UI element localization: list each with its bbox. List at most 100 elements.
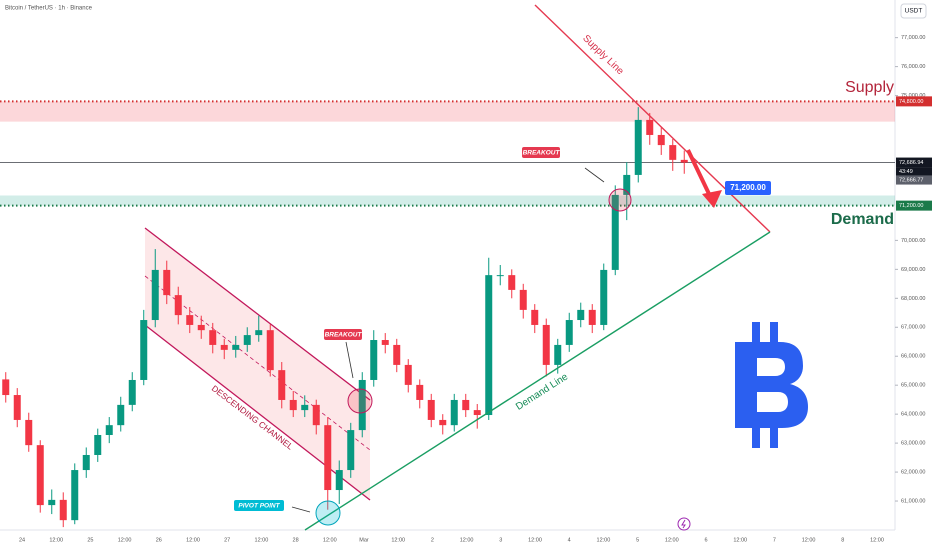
y-tick-label: 63,000.00 (901, 441, 925, 447)
x-tick-label: 3 (499, 537, 502, 543)
countdown: 43:49 (899, 169, 913, 175)
x-tick-label: 5 (636, 537, 639, 543)
x-tick-label: 25 (87, 537, 93, 543)
channel-fill (145, 228, 370, 500)
candle-body (209, 330, 217, 345)
breakout-circle (608, 188, 632, 212)
x-tick-label: 27 (224, 537, 230, 543)
x-tick-label: 12:00 (665, 537, 679, 543)
candle-body (151, 269, 159, 321)
currency-button[interactable] (900, 3, 927, 19)
candle-body (634, 119, 642, 175)
candle-body (657, 134, 665, 146)
target-arrow-head (702, 190, 722, 208)
candle-body (623, 174, 631, 195)
y-tick-label: 66,000.00 (901, 354, 925, 360)
x-tick-label: 2 (431, 537, 434, 543)
y-tick-label: 67,000.00 (901, 325, 925, 331)
candle-body (531, 309, 539, 325)
candle-body (554, 344, 562, 365)
candle-body (243, 335, 251, 345)
candle-body (347, 430, 355, 471)
candle-body (324, 425, 332, 491)
price-badge (896, 157, 932, 168)
candle-body (496, 275, 504, 277)
candle-body (163, 269, 171, 296)
candle-body (140, 320, 148, 380)
event-icon (681, 519, 686, 529)
price-badge-label: 74,800.00 (899, 99, 923, 105)
candle-body (473, 410, 481, 416)
candle-body (278, 370, 286, 400)
target-box (725, 181, 771, 195)
candle-body (646, 119, 654, 135)
x-tick-label: 28 (293, 537, 299, 543)
candle-body (232, 344, 240, 350)
x-tick-label: 12:00 (597, 537, 611, 543)
x-tick-label: 12:00 (323, 537, 337, 543)
countdown-badge (896, 167, 932, 176)
price-badge (896, 175, 932, 185)
x-tick-label: 12:00 (255, 537, 269, 543)
candle-body (13, 395, 21, 420)
candle-body (462, 399, 470, 411)
candle-body (48, 499, 56, 506)
candle-body (519, 289, 527, 310)
candle-body (186, 315, 194, 325)
y-tick-label: 69,000.00 (901, 267, 925, 273)
currency-button-label[interactable]: USDT (905, 8, 923, 15)
candle-body (94, 435, 102, 455)
candle-body (82, 454, 90, 471)
candle-body (197, 324, 205, 331)
channel-upper (144, 227, 371, 401)
y-tick-label: 65,000.00 (901, 383, 925, 389)
candle-body (450, 399, 458, 426)
event-icon (677, 517, 691, 531)
header: Bitcoin / TetherUS · 1h · Binance (5, 6, 93, 12)
x-tick-label: 12:00 (118, 537, 132, 543)
candle-body (255, 330, 263, 336)
x-tick-label: 12:00 (802, 537, 816, 543)
candle-body (508, 275, 516, 290)
target-arrow (686, 149, 712, 197)
supply-zone (0, 101, 895, 122)
candle-body (128, 379, 136, 405)
bitcoin-logo (735, 322, 808, 448)
x-tick-label: 7 (773, 537, 776, 543)
candle-body (335, 470, 343, 491)
x-tick-label: Mar (359, 537, 369, 543)
y-tick-label: 68,000.00 (901, 296, 925, 302)
x-tick-label: 12:00 (49, 537, 63, 543)
candle-body (542, 324, 550, 365)
candle-body (36, 445, 44, 506)
x-tick-label: 12:00 (186, 537, 200, 543)
price-badge-label: 72,666.77 (899, 178, 923, 184)
y-tick-label: 61,000.00 (901, 498, 925, 504)
candle-body (289, 399, 297, 411)
candle-body (370, 340, 378, 380)
candle-body (381, 340, 389, 345)
target-label: 71,200.00 (730, 183, 766, 192)
leader (345, 341, 354, 379)
candle-body (416, 384, 424, 400)
candle-body (2, 379, 10, 396)
candle-body (439, 419, 447, 426)
x-tick-label: 12:00 (391, 537, 405, 543)
candle-body (680, 159, 688, 163)
x-tick-label: 8 (841, 537, 844, 543)
x-tick-label: 6 (704, 537, 707, 543)
candle-body (427, 399, 435, 420)
price-badge-label: 72,686.94 (899, 160, 923, 166)
label-box (522, 147, 560, 158)
x-tick-label: 12:00 (528, 537, 542, 543)
candle-body (105, 425, 113, 436)
leader (584, 167, 605, 183)
candle-body (393, 344, 401, 365)
candle-body (485, 275, 493, 416)
label-box (324, 329, 362, 340)
candle-body (59, 499, 67, 521)
pivot-circle (315, 500, 341, 526)
y-tick-label: 76,000.00 (901, 64, 925, 70)
pivot-label: PIVOT POINT (238, 503, 280, 510)
